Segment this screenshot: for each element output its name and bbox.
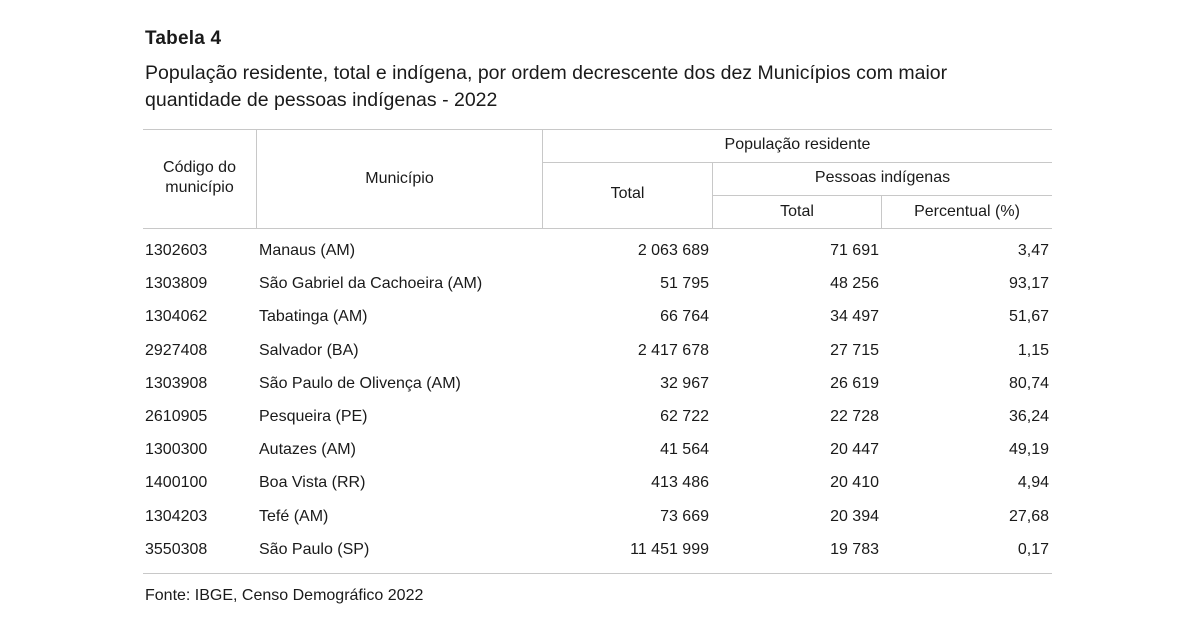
cell-indigenas: 20 394 xyxy=(830,507,879,525)
cell-codigo: 1303809 xyxy=(145,275,208,293)
table-row: 2610905 Pesqueira (PE) 62 722 22 728 36,… xyxy=(0,400,1200,433)
cell-municipio: Autazes (AM) xyxy=(259,441,356,459)
cell-total: 66 764 xyxy=(660,308,709,326)
header-pessoas-indigenas: Pessoas indígenas xyxy=(814,169,951,186)
cell-indigenas: 22 728 xyxy=(830,407,879,425)
cell-total: 2 063 689 xyxy=(637,242,709,259)
cell-municipio: Tabatinga (AM) xyxy=(259,308,368,326)
cell-total: 413 486 xyxy=(651,474,709,492)
cell-municipio: São Paulo (SP) xyxy=(259,540,370,558)
header-divider-populacao xyxy=(543,162,1052,163)
cell-municipio: São Paulo de Olivença (AM) xyxy=(259,374,461,392)
table-label: Tabela 4 xyxy=(145,28,222,49)
cell-total: 62 722 xyxy=(660,407,709,425)
header-percentual: Percentual (%) xyxy=(914,203,1020,220)
cell-total: 32 967 xyxy=(660,374,709,392)
cell-municipio: Pesqueira (PE) xyxy=(259,407,368,425)
table-row: 3550308 São Paulo (SP) 11 451 999 19 783… xyxy=(0,533,1200,566)
cell-percentual: 93,17 xyxy=(1008,275,1049,293)
cell-indigenas: 27 715 xyxy=(830,341,879,359)
cell-codigo: 1303908 xyxy=(145,374,208,392)
table-bottom-border xyxy=(143,573,1052,574)
table-header: Código do município Município População … xyxy=(143,129,1052,229)
cell-percentual: 51,67 xyxy=(1008,308,1049,326)
table-caption: População residente, total e indígena, p… xyxy=(145,62,948,111)
cell-municipio: Manaus (AM) xyxy=(259,242,356,259)
cell-percentual: 36,24 xyxy=(1008,407,1049,425)
table-row: 2927408 Salvador (BA) 2 417 678 27 715 1… xyxy=(0,334,1200,367)
cell-codigo: 1302603 xyxy=(145,242,208,259)
cell-total: 73 669 xyxy=(660,507,709,525)
header-vline-1 xyxy=(256,129,257,229)
table-row: 1302603 Manaus (AM) 2 063 689 71 691 3,4… xyxy=(0,234,1200,267)
cell-total: 51 795 xyxy=(660,275,709,293)
table-row: 1303809 São Gabriel da Cachoeira (AM) 51… xyxy=(0,267,1200,300)
header-divider-indigenas xyxy=(712,195,1052,196)
cell-municipio: Tefé (AM) xyxy=(259,507,329,525)
cell-municipio: Boa Vista (RR) xyxy=(259,474,366,492)
table-row: 1400100 Boa Vista (RR) 413 486 20 410 4,… xyxy=(0,466,1200,499)
cell-codigo: 2927408 xyxy=(145,341,208,359)
cell-indigenas: 48 256 xyxy=(830,275,879,293)
cell-total: 41 564 xyxy=(660,441,709,459)
cell-percentual: 4,94 xyxy=(1017,474,1049,492)
cell-indigenas: 19 783 xyxy=(830,540,879,558)
cell-indigenas: 20 410 xyxy=(830,474,879,492)
header-populacao-residente: População residente xyxy=(724,136,871,153)
cell-indigenas: 71 691 xyxy=(830,242,879,259)
table-source: Fonte: IBGE, Censo Demográfico 2022 xyxy=(145,587,424,604)
cell-percentual: 3,47 xyxy=(1017,242,1049,259)
cell-total: 11 451 999 xyxy=(630,540,709,558)
cell-percentual: 0,17 xyxy=(1017,540,1049,558)
table-row: 1300300 Autazes (AM) 41 564 20 447 49,19 xyxy=(0,433,1200,466)
cell-total: 2 417 678 xyxy=(637,341,709,359)
header-bottom-border xyxy=(143,228,1052,229)
cell-codigo: 3550308 xyxy=(145,540,208,558)
header-indigenas-total: Total xyxy=(780,203,814,220)
cell-codigo: 1304062 xyxy=(145,308,208,326)
header-municipio: Município xyxy=(365,170,434,187)
table-body: 1302603 Manaus (AM) 2 063 689 71 691 3,4… xyxy=(0,234,1200,566)
cell-indigenas: 34 497 xyxy=(830,308,879,326)
cell-codigo: 2610905 xyxy=(145,407,208,425)
cell-indigenas: 20 447 xyxy=(830,441,879,459)
header-codigo: Código do município xyxy=(163,159,236,196)
header-total: Total xyxy=(610,185,645,202)
cell-percentual: 27,68 xyxy=(1008,507,1049,525)
header-vline-3 xyxy=(712,162,713,229)
table-row: 1304062 Tabatinga (AM) 66 764 34 497 51,… xyxy=(0,300,1200,333)
cell-codigo: 1304203 xyxy=(145,507,208,525)
header-vline-4 xyxy=(881,195,882,229)
table-row: 1303908 São Paulo de Olivença (AM) 32 96… xyxy=(0,367,1200,400)
header-vline-2 xyxy=(542,129,543,229)
cell-codigo: 1400100 xyxy=(145,474,208,492)
cell-indigenas: 26 619 xyxy=(830,374,879,392)
table-row: 1304203 Tefé (AM) 73 669 20 394 27,68 xyxy=(0,500,1200,533)
cell-municipio: São Gabriel da Cachoeira (AM) xyxy=(259,275,483,293)
cell-codigo: 1300300 xyxy=(145,441,208,459)
cell-percentual: 80,74 xyxy=(1008,374,1049,392)
cell-percentual: 49,19 xyxy=(1008,441,1049,459)
header-top-border xyxy=(143,129,1052,130)
cell-municipio: Salvador (BA) xyxy=(259,341,359,359)
cell-percentual: 1,15 xyxy=(1017,341,1049,359)
